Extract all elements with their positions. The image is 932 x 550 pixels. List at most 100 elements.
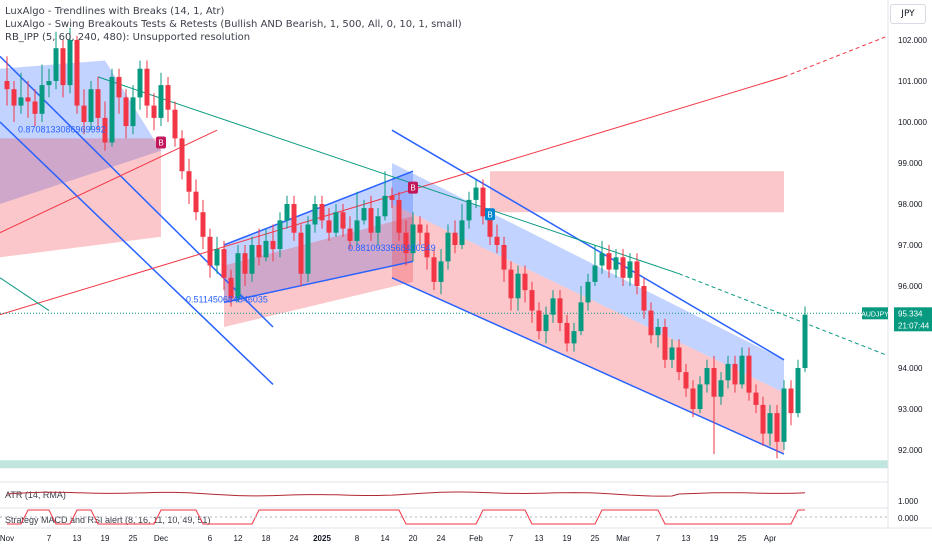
candle-up (578, 302, 584, 332)
candle-down (60, 48, 66, 86)
candle-down (788, 388, 794, 414)
time-tick-label: 19 (563, 534, 572, 543)
candle-down (291, 204, 297, 233)
breakout-marker-3-text: B (487, 210, 492, 219)
candle-up (592, 265, 598, 282)
candle-down (501, 245, 507, 270)
candle-down (522, 273, 528, 291)
indicator-legend-trendlines[interactable]: LuxAlgo - Trendlines with Breaks (14, 1,… (5, 6, 225, 17)
symbol-tag (862, 307, 888, 320)
candle-down (690, 388, 696, 409)
candle-up (109, 76, 115, 143)
candle-down (648, 310, 654, 336)
candle-up (599, 253, 605, 266)
atr-axis-label: 1.000 (898, 497, 919, 506)
time-tick-label: Mar (616, 534, 630, 543)
candle-down (536, 310, 542, 332)
candle-down (606, 253, 612, 270)
time-tick-label: Feb (469, 534, 483, 543)
green-trendline (97, 76, 680, 275)
candle-up (739, 355, 745, 385)
candle-down (487, 216, 493, 237)
candle-down (193, 191, 199, 213)
channel-value-label-1: 0.8708133086969992 (18, 124, 106, 134)
time-tick-label: 14 (381, 534, 390, 543)
candle-up (697, 384, 703, 409)
candle-up (305, 224, 311, 274)
candle-down (221, 249, 227, 278)
macd-panel-label: Strategy MACD and RSI alert (8, 16, 11, … (5, 515, 210, 525)
candle-up (438, 261, 444, 282)
blue-channel-line-lower-2 (223, 260, 414, 304)
candle-down (417, 224, 423, 233)
price-tick-label: 102.000 (898, 36, 927, 45)
time-tick-label: 24 (290, 534, 299, 543)
candle-down (620, 257, 626, 278)
candle-down (480, 187, 486, 217)
blue-channel-line-upper-3 (391, 129, 785, 361)
candle-up (669, 347, 675, 360)
candle-down (228, 277, 234, 299)
time-tick-label: 7 (47, 534, 52, 543)
time-tick-label: 12 (234, 534, 243, 543)
price-tick-label: 97.000 (898, 241, 923, 250)
time-tick-label: 8 (355, 534, 360, 543)
candle-down (760, 404, 766, 434)
candle-up (249, 245, 255, 274)
candle-down (683, 372, 689, 389)
red-resistance-box (490, 171, 784, 213)
candle-up (284, 204, 290, 221)
candle-down (529, 290, 535, 311)
blue-channel-line-upper-1 (0, 55, 274, 328)
breakout-marker-1 (156, 136, 166, 149)
candle-up (550, 298, 556, 315)
candle-up (375, 216, 381, 233)
candle-down (494, 236, 500, 245)
candle-up (613, 257, 619, 270)
candle-up (725, 363, 731, 381)
candle-down (732, 363, 738, 385)
symbol-tag-text: AUDJPY (861, 311, 889, 318)
candle-down (403, 232, 409, 254)
price-tag-value: 95.334 (898, 309, 923, 318)
candle-down (452, 232, 458, 245)
currency-badge[interactable]: JPY (890, 4, 926, 24)
blue-channel-line-upper-2 (223, 170, 414, 246)
channel-value-label-3: 0.8810933568400549 (348, 243, 436, 253)
red-channel-zone-1 (0, 138, 161, 258)
candle-down (774, 413, 780, 442)
candle-up (333, 212, 339, 233)
candle-up (130, 97, 136, 127)
candle-down (641, 286, 647, 311)
candle-down (200, 212, 206, 237)
time-tick-label: Dec (154, 534, 168, 543)
atr-line (6, 491, 806, 497)
candle-up (655, 327, 661, 336)
candle-up (39, 85, 45, 114)
candle-down (508, 269, 514, 299)
candle-down (32, 101, 38, 114)
candle-down (186, 171, 192, 192)
candle-down (144, 68, 150, 106)
time-tick-label: 13 (73, 534, 82, 543)
red-channel-zone-2 (224, 216, 413, 327)
time-tick-label: 2025 (313, 534, 331, 543)
candle-up (214, 249, 220, 266)
candle-down (319, 204, 325, 221)
breakout-marker-2-text: B (410, 184, 415, 193)
time-tick-label: 7 (509, 534, 514, 543)
green-trendline-projection (678, 273, 889, 357)
candle-down (242, 253, 248, 274)
candle-up (802, 314, 808, 368)
time-tick-label: 25 (591, 534, 600, 543)
candle-up (137, 68, 143, 98)
candle-down (431, 257, 437, 282)
candle-down (74, 40, 80, 106)
time-tick-label: 6 (208, 534, 213, 543)
indicator-legend-rb-ipp[interactable]: RB_IPP (5, 60, 240, 480): Unsupported re… (5, 32, 251, 43)
time-tick-label: 18 (262, 534, 271, 543)
time-tick-label: 19 (101, 534, 110, 543)
indicator-legend-swing-breakouts[interactable]: LuxAlgo - Swing Breakouts Tests & Retest… (5, 19, 462, 30)
